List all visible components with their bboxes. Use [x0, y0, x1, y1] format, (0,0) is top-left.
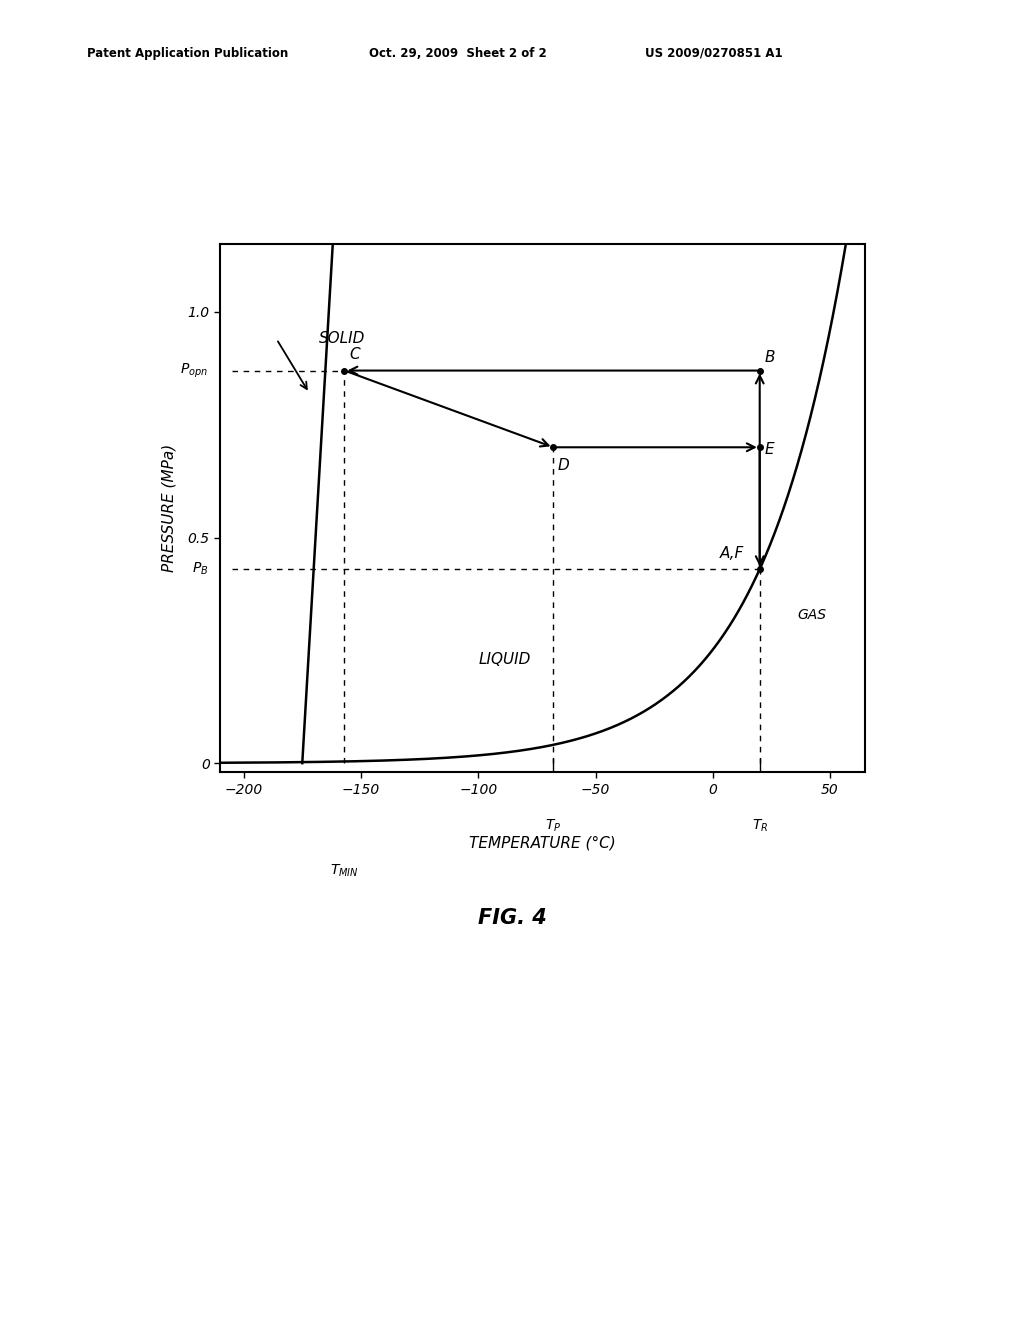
Text: Oct. 29, 2009  Sheet 2 of 2: Oct. 29, 2009 Sheet 2 of 2 — [369, 46, 547, 59]
Text: $P_B$: $P_B$ — [191, 561, 209, 577]
Text: C: C — [349, 347, 359, 362]
X-axis label: TEMPERATURE (°C): TEMPERATURE (°C) — [469, 836, 616, 850]
Text: $T_R$: $T_R$ — [752, 817, 768, 834]
Text: $T_{MIN}$: $T_{MIN}$ — [330, 862, 358, 879]
Text: FIG. 4: FIG. 4 — [477, 908, 547, 928]
Text: $T_P$: $T_P$ — [545, 817, 561, 834]
Text: US 2009/0270851 A1: US 2009/0270851 A1 — [645, 46, 782, 59]
Text: D: D — [558, 458, 569, 473]
Y-axis label: PRESSURE (MPa): PRESSURE (MPa) — [162, 444, 176, 573]
Text: Patent Application Publication: Patent Application Publication — [87, 46, 289, 59]
Text: GAS: GAS — [798, 607, 826, 622]
Text: B: B — [764, 350, 775, 366]
Text: LIQUID: LIQUID — [478, 652, 530, 667]
Text: SOLID: SOLID — [318, 331, 366, 346]
Text: A,F: A,F — [720, 546, 744, 561]
Text: E: E — [764, 442, 774, 457]
Text: $P_{opn}$: $P_{opn}$ — [180, 362, 209, 380]
